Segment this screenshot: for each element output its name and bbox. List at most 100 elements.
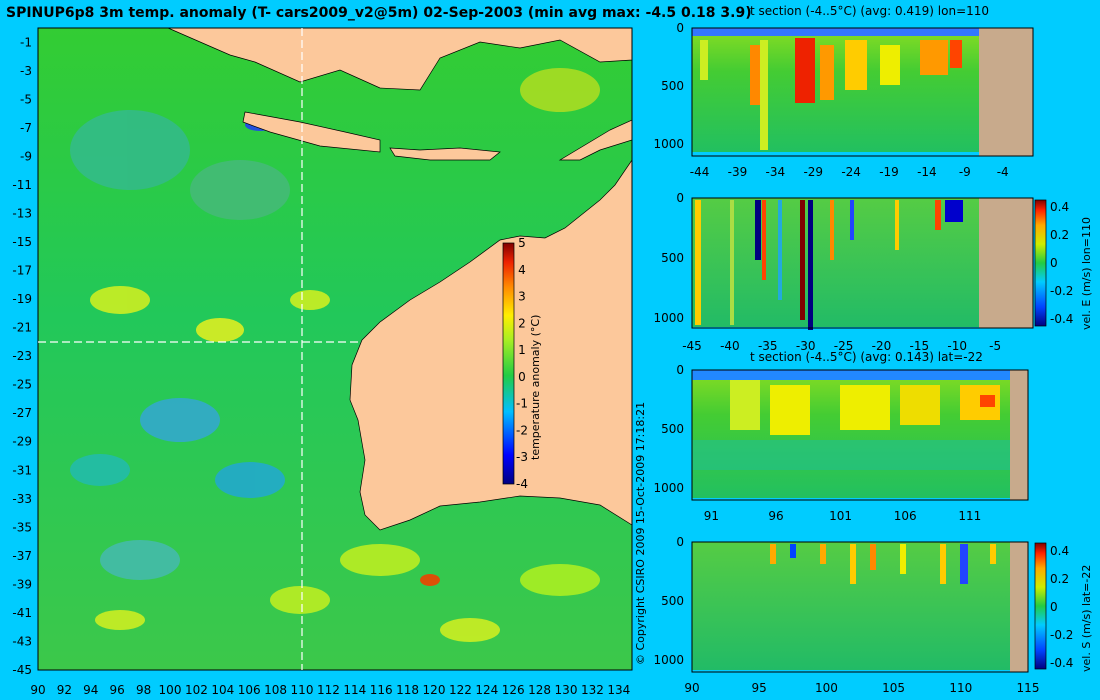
section-2-x-tick: -10 (947, 339, 967, 353)
map-y-tick: -43 (12, 634, 32, 648)
temperature-colorbar-tick: 3 (518, 290, 526, 304)
map-y-tick: -33 (12, 492, 32, 506)
section-2-y-tick: 500 (661, 251, 684, 265)
map-x-tick: 94 (83, 683, 98, 697)
section-4-y-tick: 500 (661, 594, 684, 608)
section-3-x-tick: 111 (958, 509, 981, 523)
section-panel-3 (691, 369, 1029, 501)
section-4-x-tick: 95 (752, 681, 767, 695)
section-3-x-tick: 101 (829, 509, 852, 523)
map-x-tick: 92 (57, 683, 72, 697)
section-3-title: t section (-4..5°C) (avg: 0.143) lat=-22 (750, 350, 983, 364)
velocity-colorbar-tick: -0.4 (1050, 312, 1073, 326)
section-2-y-tick: 0 (676, 191, 684, 205)
map-x-tick: 96 (110, 683, 125, 697)
section-2-x-tick: -30 (796, 339, 816, 353)
temperature-colorbar-label: temperature anomaly (°C) (529, 314, 542, 460)
land-borneo-sumatra (167, 27, 633, 91)
temperature-colorbar-tick: 5 (518, 236, 526, 250)
velocity-colorbar-tick: -0.2 (1050, 284, 1073, 298)
temperature-colorbar-tick: 0 (518, 370, 526, 384)
map-y-tick: -19 (12, 292, 32, 306)
velocity-e-colorbar (1034, 199, 1047, 327)
map-x-tick: 132 (581, 683, 604, 697)
map-x-tick: 116 (370, 683, 393, 697)
temperature-colorbar-tick: -3 (516, 450, 528, 464)
map-y-tick: -45 (12, 663, 32, 677)
section-3-y-tick: 1000 (653, 481, 684, 495)
map-y-tick: -37 (12, 549, 32, 563)
section-1-x-tick: -29 (803, 165, 823, 179)
anomaly-patches (70, 68, 600, 642)
map-x-tick: 128 (528, 683, 551, 697)
section-1-x-tick: -19 (879, 165, 899, 179)
map-y-tick: -15 (12, 235, 32, 249)
section-1-x-tick: -4 (997, 165, 1009, 179)
map-y-tick: -23 (12, 349, 32, 363)
section-2-y-tick: 1000 (653, 311, 684, 325)
map-y-tick: -25 (12, 378, 32, 392)
section-4-x-tick: 105 (882, 681, 905, 695)
temperature-colorbar-tick: 4 (518, 263, 526, 277)
velocity-e-colorbar-label: vel. E (m/s) lon=110 (1080, 217, 1093, 330)
section-3-x-tick: 106 (894, 509, 917, 523)
section-3-x-tick: 96 (768, 509, 783, 523)
map-y-tick: -1 (20, 35, 32, 49)
velocity-colorbar-tick: 0.2 (1050, 572, 1069, 586)
map-x-tick: 102 (185, 683, 208, 697)
land-java (242, 111, 381, 153)
map-y-tick: -7 (20, 121, 32, 135)
section-4-x-tick: 115 (1017, 681, 1040, 695)
velocity-colorbar-tick: 0.4 (1050, 200, 1069, 214)
map-x-tick: 100 (159, 683, 182, 697)
section-1-title: t section (-4..5°C) (avg: 0.419) lon=110 (750, 4, 990, 18)
map-x-tick: 106 (238, 683, 261, 697)
section-4-x-tick: 90 (684, 681, 699, 695)
section-panel-4 (691, 541, 1029, 673)
map-x-tick: 120 (423, 683, 446, 697)
temperature-colorbar (502, 242, 515, 485)
map-y-tick: -27 (12, 406, 32, 420)
map-y-tick: -17 (12, 264, 32, 278)
map-y-tick: -9 (20, 149, 32, 163)
section-2-x-tick: -40 (720, 339, 740, 353)
land-australia (349, 158, 633, 531)
map-y-tick: -11 (12, 178, 32, 192)
section-4-y-tick: 1000 (653, 653, 684, 667)
section-4-x-tick: 110 (949, 681, 972, 695)
map-x-tick: 112 (317, 683, 340, 697)
map-y-tick: -39 (12, 577, 32, 591)
section-1-x-tick: -44 (690, 165, 710, 179)
map-x-tick: 130 (555, 683, 578, 697)
velocity-colorbar-tick: -0.2 (1050, 628, 1073, 642)
temperature-colorbar-tick: -4 (516, 477, 528, 491)
velocity-colorbar-tick: 0 (1050, 600, 1058, 614)
velocity-colorbar-tick: 0 (1050, 256, 1058, 270)
section-2-x-tick: -45 (682, 339, 702, 353)
temperature-colorbar-tick: 2 (518, 316, 526, 330)
section-4-x-tick: 100 (815, 681, 838, 695)
map-x-tick: 122 (449, 683, 472, 697)
section-1-x-tick: -9 (959, 165, 971, 179)
copyright-notice: © Copyright CSIRO 2009 15-Oct-2009 17:18… (634, 401, 647, 665)
map-x-tick: 108 (264, 683, 287, 697)
section-2-x-tick: -25 (834, 339, 854, 353)
map-x-tick: 104 (211, 683, 234, 697)
map-y-tick: -5 (20, 92, 32, 106)
map-x-tick: 114 (343, 683, 366, 697)
temperature-colorbar-tick: 1 (518, 343, 526, 357)
section-2-x-tick: -15 (910, 339, 930, 353)
map-x-tick: 134 (607, 683, 630, 697)
section-4-y-tick: 0 (676, 535, 684, 549)
velocity-colorbar-tick: 0.2 (1050, 228, 1069, 242)
map-x-tick: 124 (475, 683, 498, 697)
page-title: SPINUP6p8 3m temp. anomaly (T- cars2009_… (6, 5, 752, 21)
section-1-x-tick: -39 (728, 165, 748, 179)
map-y-tick: -29 (12, 435, 32, 449)
section-1-x-tick: -14 (917, 165, 937, 179)
tick-layer: 90 92 94 96 98 100 102 104 106 108 110 112 114 116 118… (12, 21, 1073, 697)
map-x-tick: 110 (291, 683, 314, 697)
map-x-tick: 118 (396, 683, 419, 697)
temperature-colorbar-tick: -1 (516, 397, 528, 411)
